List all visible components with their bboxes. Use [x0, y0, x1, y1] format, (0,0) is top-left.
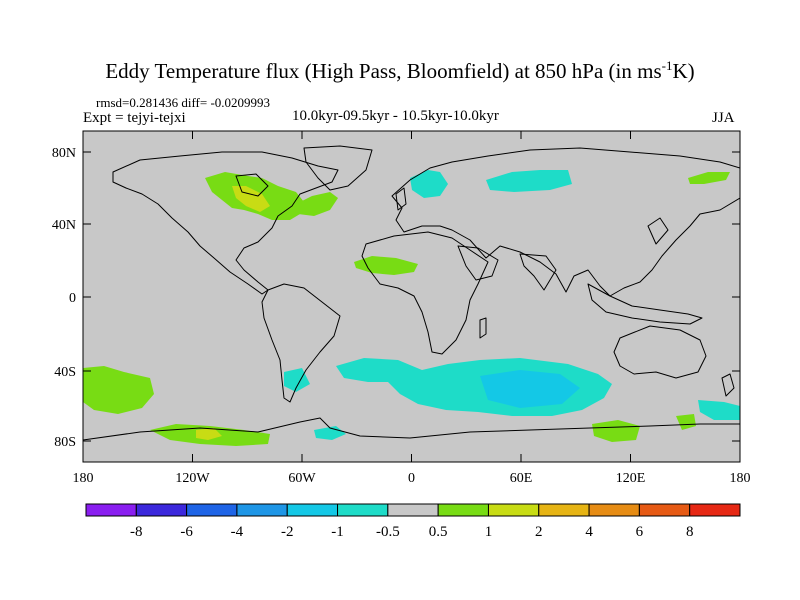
anomaly-scandinavia-negative	[410, 170, 448, 198]
colorbar: -8 -6 -4 -2 -1 -0.5 0.5 1 2 4 6 8	[85, 503, 741, 540]
coastlines	[83, 145, 740, 441]
coast-new-zealand	[721, 373, 735, 397]
anomaly-siberia-positive	[688, 172, 730, 184]
y-tick-0: 0	[69, 291, 76, 306]
diff-value: -0.0209993	[210, 95, 271, 110]
anomaly-siberia-negative	[486, 170, 572, 192]
colorbar-swatch	[286, 503, 339, 517]
anomaly-southern-ocean-core	[480, 370, 580, 408]
coast-hudson-bay	[235, 173, 269, 197]
stats-line: rmsd=0.281436 diff= -0.0209993	[96, 95, 271, 110]
colorbar-swatch	[487, 503, 540, 517]
coast-antarctica	[83, 417, 740, 441]
x-tick-120w: 120W	[175, 471, 210, 486]
coast-madagascar	[479, 317, 487, 339]
colorbar-swatch	[588, 503, 640, 517]
colorbar-label: 4	[585, 524, 593, 540]
coast-north-america	[112, 151, 339, 295]
y-tick-80n: 80N	[52, 146, 76, 161]
x-axis: 180 120W 60W 0 60E 120E 180	[73, 471, 751, 486]
colorbar-swatch	[135, 503, 188, 517]
coast-japan	[647, 217, 669, 245]
colorbar-label: 1	[485, 524, 493, 540]
coast-africa	[361, 231, 489, 355]
y-tick-40s: 40S	[54, 365, 76, 380]
colorbar-label: -0.5	[376, 524, 400, 540]
title-superscript: -1	[661, 58, 673, 73]
coast-southeast-asia	[587, 283, 703, 325]
rmsd-value: 0.281436	[129, 95, 179, 110]
colorbar-swatch	[689, 503, 741, 517]
x-tick-180w: 180	[73, 471, 94, 486]
season-label: JJA	[712, 110, 735, 126]
coast-arabia	[457, 245, 499, 281]
y-tick-80s: 80S	[54, 435, 76, 450]
anomaly-north-america-yellow	[232, 186, 270, 212]
coast-eurasia	[391, 147, 740, 297]
colorbar-label: 0.5	[429, 524, 448, 540]
coast-australia	[613, 325, 707, 379]
colorbar-label: -6	[180, 524, 193, 540]
colorbar-label: 8	[686, 524, 694, 540]
map-title: Eddy Temperature flux (High Pass, Bloomf…	[105, 58, 695, 83]
experiment-label: Expt = tejyi-tejxi	[83, 110, 186, 126]
anomaly-south-pacific-positive	[83, 366, 154, 414]
colorbar-label: -2	[281, 524, 294, 540]
colorbar-label: -4	[231, 524, 244, 540]
colorbar-swatch	[337, 503, 389, 517]
anomaly-weddell-negative	[314, 426, 346, 440]
y-tick-40n: 40N	[52, 218, 76, 233]
x-tick-60w: 60W	[288, 471, 316, 486]
colorbar-swatch	[186, 503, 238, 517]
colorbar-swatch	[437, 503, 489, 517]
colorbar-swatch	[387, 503, 439, 517]
x-tick-180e: 180	[730, 471, 751, 486]
axis-ticks	[82, 131, 741, 462]
coast-south-america	[261, 283, 341, 403]
period-label: 10.0kyr-09.5kyr - 10.5kyr-10.0kyr	[292, 108, 499, 124]
colorbar-label: -1	[331, 524, 344, 540]
anomaly-indian-negative	[698, 400, 740, 420]
colorbar-swatch	[638, 503, 691, 517]
colorbar-swatch	[85, 503, 137, 517]
anomaly-antarctic-yellow	[196, 428, 222, 440]
colorbar-swatch	[236, 503, 288, 517]
colorbar-label: -8	[130, 524, 143, 540]
coast-britain	[395, 187, 407, 211]
anomaly-indian-positive	[592, 420, 640, 442]
x-tick-0: 0	[408, 471, 415, 486]
x-tick-120e: 120E	[616, 471, 646, 486]
colorbar-swatch	[538, 503, 590, 517]
x-tick-60e: 60E	[510, 471, 533, 486]
coast-india	[519, 253, 557, 291]
y-axis: 80N 40N 0 40S 80S	[52, 146, 76, 450]
anomaly-north-atlantic-positive	[296, 192, 338, 216]
coast-greenland	[303, 145, 373, 191]
map-content	[83, 145, 740, 446]
anomaly-tasman-positive	[676, 414, 696, 430]
colorbar-label: 2	[535, 524, 543, 540]
colorbar-label: 6	[636, 524, 644, 540]
